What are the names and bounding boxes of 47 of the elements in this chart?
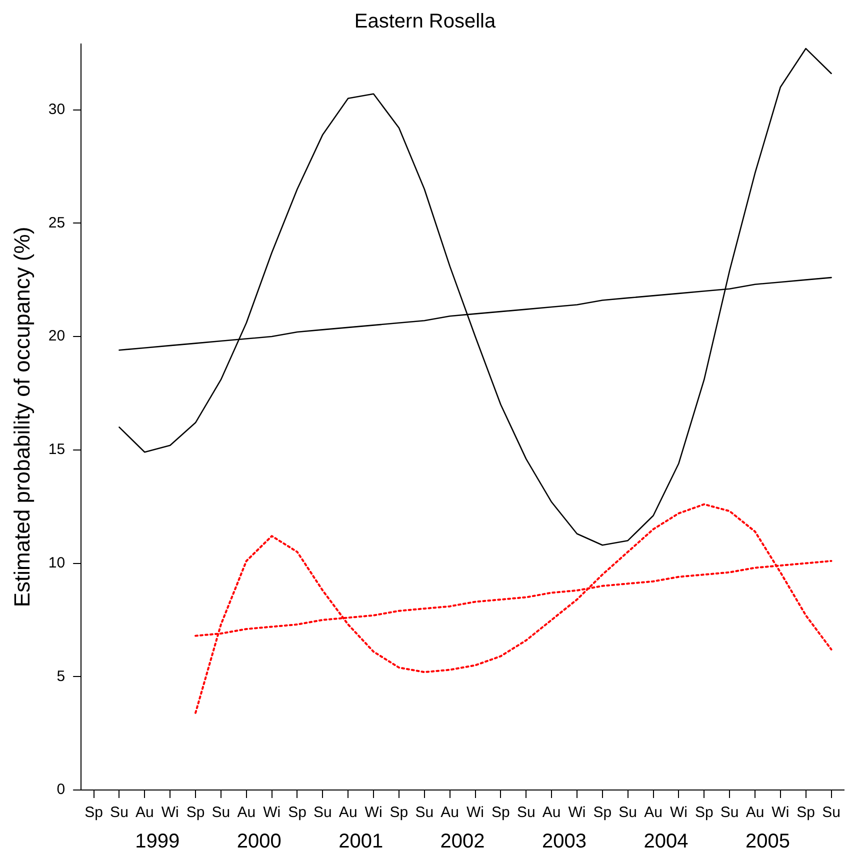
x-tick-label: Su xyxy=(720,804,739,822)
x-tick-label: Su xyxy=(313,804,332,822)
y-tick-label: 15 xyxy=(48,441,66,458)
x-tick-label: Wi xyxy=(263,804,281,822)
x-tick-label: Su xyxy=(618,804,638,822)
x-tick-label: Sp xyxy=(796,804,816,822)
x-tick-label: Su xyxy=(822,804,840,822)
y-tick-label: 25 xyxy=(48,214,66,232)
x-tick-label: Sp xyxy=(186,804,205,822)
text: 2000 xyxy=(236,830,282,853)
line-series xyxy=(194,503,832,714)
x-tick-label: Au xyxy=(542,804,561,822)
text: 2002 xyxy=(440,830,485,853)
x-tick-label: Au xyxy=(338,804,358,822)
x-tick-label: Wi xyxy=(364,804,382,822)
x-tick-label: Wi xyxy=(466,804,484,822)
y-tick-label: 20 xyxy=(48,328,66,345)
x-tick-label: Au xyxy=(644,804,662,822)
chart-title: Eastern Rosella xyxy=(354,10,496,33)
y-axis-title: Estimated probability of occupancy (%) xyxy=(9,226,34,608)
x-tick-label: Sp xyxy=(288,804,306,822)
x-tick-label: Sp xyxy=(390,804,408,822)
x-tick-label: Su xyxy=(110,804,128,822)
x-tick-label: Au xyxy=(746,804,764,822)
text: 2003 xyxy=(542,830,587,853)
x-tick-label: Wi xyxy=(161,804,179,822)
x-tick-label: Wi xyxy=(670,804,688,822)
x-tick-label: Sp xyxy=(492,804,510,822)
x-tick-label: Au xyxy=(237,804,256,822)
x-tick-label: Su xyxy=(212,804,230,822)
x-tick-label: Su xyxy=(516,804,536,822)
text: 2004 xyxy=(644,830,688,853)
y-tick-label: 30 xyxy=(48,100,66,118)
y-tick-label: 0 xyxy=(56,781,66,798)
x-tick-label: Sp xyxy=(694,804,714,822)
x-tick-label: Sp xyxy=(593,804,612,822)
x-tick-label: Wi xyxy=(772,804,790,822)
y-tick-label: 5 xyxy=(56,668,66,685)
x-tick-label: Wi xyxy=(568,804,586,822)
y-tick-label: 10 xyxy=(48,554,66,572)
x-tick-label: Au xyxy=(135,804,154,822)
text: 2005 xyxy=(745,830,790,853)
text: 2001 xyxy=(338,830,384,853)
x-tick-label: Sp xyxy=(84,804,103,822)
x-tick-label: Su xyxy=(415,804,434,822)
x-tick-label: Au xyxy=(440,804,460,822)
text: 1999 xyxy=(135,830,180,853)
